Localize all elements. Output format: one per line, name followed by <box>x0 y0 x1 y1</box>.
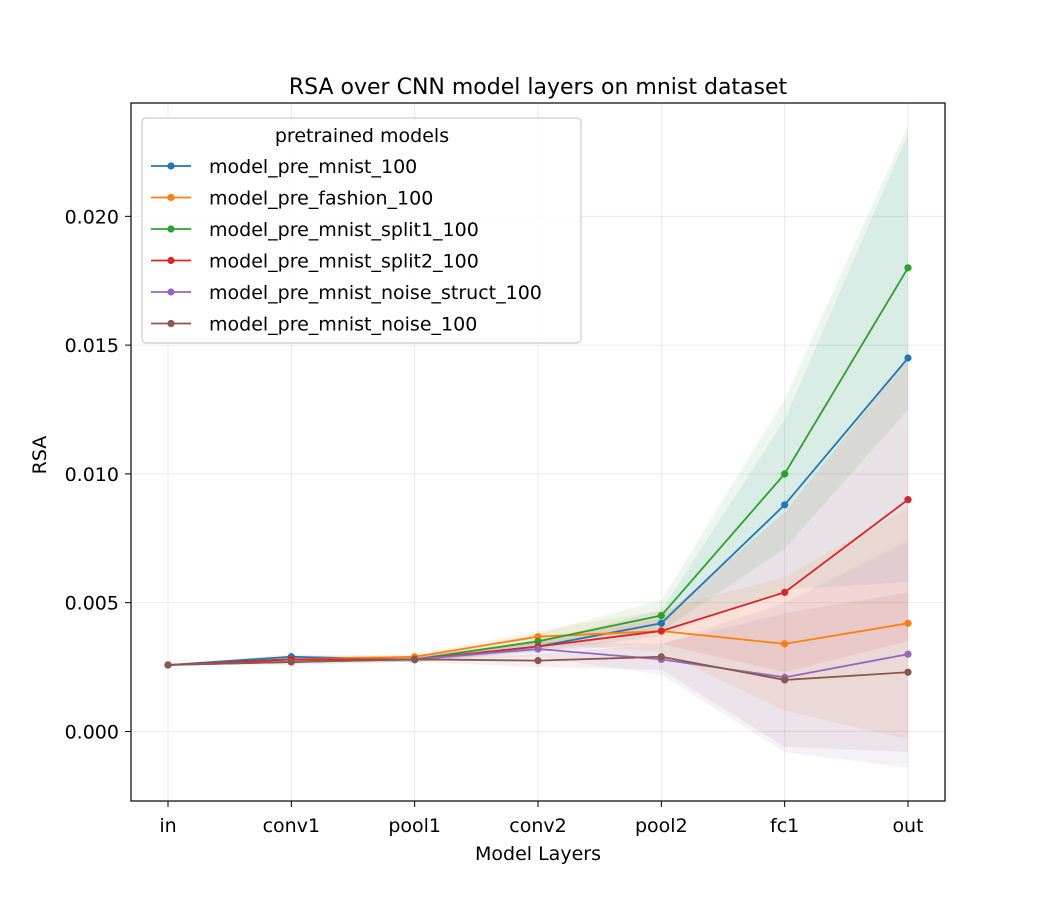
data-point <box>287 658 295 666</box>
data-point <box>657 627 665 635</box>
confidence-band <box>168 357 908 673</box>
y-axis-ticks: 0.000 0.005 0.010 0.015 0.020 <box>65 206 131 743</box>
x-tick-label: conv2 <box>509 815 566 837</box>
confidence-bands <box>168 126 908 768</box>
legend-label: model_pre_mnist_split2_100 <box>209 251 479 273</box>
x-tick-label: out <box>892 815 923 837</box>
legend-marker <box>167 162 175 170</box>
legend-marker <box>167 256 175 265</box>
legend-marker <box>167 288 175 296</box>
data-point <box>781 676 789 684</box>
data-point <box>657 653 665 661</box>
y-axis-label: RSA <box>29 436 51 475</box>
y-tick-label: 0.010 <box>65 464 119 486</box>
x-tick-label: fc1 <box>770 815 799 837</box>
confidence-band <box>168 592 908 753</box>
data-point <box>657 611 665 620</box>
data-point <box>411 655 419 663</box>
legend: pretrained models model_pre_mnist_100mod… <box>141 117 582 344</box>
legend-marker <box>167 225 175 233</box>
legend-label: model_pre_mnist_noise_struct_100 <box>209 282 542 304</box>
data-point <box>781 640 789 648</box>
x-tick-label: pool1 <box>388 815 441 837</box>
y-tick-label: 0.020 <box>65 206 119 228</box>
chart-title: RSA over CNN model layers on mnist datas… <box>289 75 788 100</box>
data-point <box>904 668 912 676</box>
x-tick-label: in <box>159 815 176 837</box>
x-tick-label: conv1 <box>263 815 320 837</box>
data-point <box>534 657 542 665</box>
legend-label: model_pre_mnist_noise_100 <box>209 314 477 336</box>
data-point <box>904 264 912 272</box>
data-point <box>534 637 542 645</box>
legend-title: pretrained models <box>275 125 449 147</box>
legend-label: model_pre_mnist_100 <box>209 156 417 178</box>
data-point <box>781 501 789 509</box>
y-tick-label: 0.000 <box>65 721 119 743</box>
data-point <box>164 661 172 669</box>
legend-marker <box>167 319 175 328</box>
data-point <box>534 645 542 653</box>
confidence-band <box>168 507 908 740</box>
legend-label: model_pre_fashion_100 <box>209 188 433 210</box>
data-point <box>904 619 912 627</box>
x-axis-label: Model Layers <box>475 843 601 865</box>
confidence-band <box>168 540 908 768</box>
data-point <box>781 588 789 596</box>
legend-box <box>141 117 582 344</box>
confidence-band <box>168 133 908 666</box>
x-tick-label: pool2 <box>635 815 688 837</box>
data-point <box>904 354 912 362</box>
data-point <box>781 470 789 478</box>
y-tick-label: 0.005 <box>65 593 119 615</box>
data-point <box>904 496 912 504</box>
data-point <box>904 650 912 658</box>
y-tick-label: 0.015 <box>65 335 119 357</box>
series-points <box>164 264 912 684</box>
data-point <box>657 619 665 627</box>
confidence-band <box>168 126 908 666</box>
x-axis-ticks: in conv1 pool1 conv2 pool2 fc1 out <box>159 801 924 837</box>
legend-marker <box>167 193 175 202</box>
legend-label: model_pre_mnist_split1_100 <box>209 219 479 241</box>
